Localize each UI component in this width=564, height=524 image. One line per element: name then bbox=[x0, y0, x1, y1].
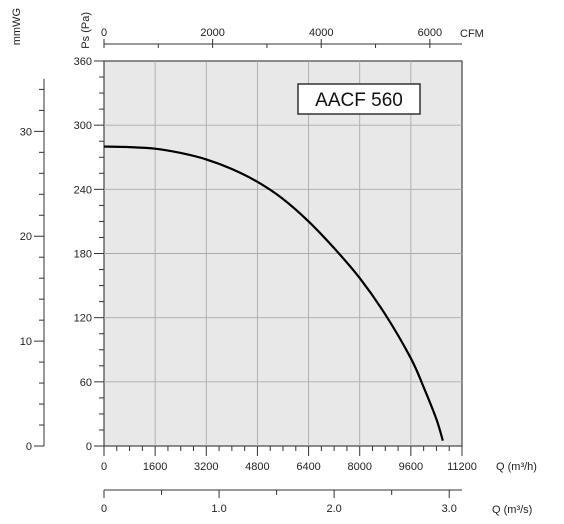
y-tick-label: 0 bbox=[86, 441, 92, 453]
top-tick-label: 0 bbox=[101, 27, 107, 39]
x-tick-label: 0 bbox=[101, 461, 107, 473]
ms-tick-label: 3.0 bbox=[442, 503, 457, 515]
mmwg-tick-label: 20 bbox=[20, 231, 32, 243]
x-tick-label: 3200 bbox=[194, 461, 218, 473]
ms-axis-title: Q (m³/s) bbox=[492, 504, 532, 516]
mmwg-tick-label: 30 bbox=[20, 126, 32, 138]
x-tick-label: 11200 bbox=[447, 461, 477, 473]
y-tick-label: 360 bbox=[74, 56, 92, 68]
x-tick-label: 9600 bbox=[399, 461, 423, 473]
x-tick-label: 8000 bbox=[347, 461, 371, 473]
y-tick-label: 120 bbox=[74, 313, 92, 325]
top-tick-label: 2000 bbox=[200, 27, 224, 39]
fan-curve-line bbox=[103, 145, 444, 441]
top-axis-title: CFM bbox=[460, 28, 484, 40]
mmwg-tick-label: 0 bbox=[26, 441, 32, 453]
title-box bbox=[297, 83, 421, 115]
mmwg-axis-title: mmWG bbox=[11, 8, 23, 45]
grid bbox=[104, 61, 462, 446]
top-tick-label: 4000 bbox=[309, 27, 333, 39]
y-tick-label: 180 bbox=[74, 249, 92, 261]
top-tick-label: 6000 bbox=[418, 27, 442, 39]
x-axis-title: Q (m³/h) bbox=[496, 461, 537, 473]
x-tick-label: 4800 bbox=[245, 461, 269, 473]
ms-tick-label: 1.0 bbox=[211, 503, 226, 515]
ms-tick-label: 0 bbox=[101, 503, 107, 515]
y-tick-label: 60 bbox=[80, 377, 92, 389]
axes: 0 1600 3200 4800 6400 8000 9600 11200 0 60 120 180 2… bbox=[20, 27, 477, 515]
ms-tick-label: 2.0 bbox=[326, 503, 341, 515]
y-axis-title: Ps (Pa) bbox=[80, 12, 92, 49]
y-tick-label: 240 bbox=[74, 184, 92, 196]
x-tick-label: 6400 bbox=[296, 461, 320, 473]
x-tick-label: 1600 bbox=[143, 461, 167, 473]
mmwg-tick-label: 10 bbox=[20, 336, 32, 348]
curve-group bbox=[103, 145, 444, 441]
chart-title: AACF 560 bbox=[315, 90, 403, 111]
y-tick-label: 300 bbox=[74, 120, 92, 132]
